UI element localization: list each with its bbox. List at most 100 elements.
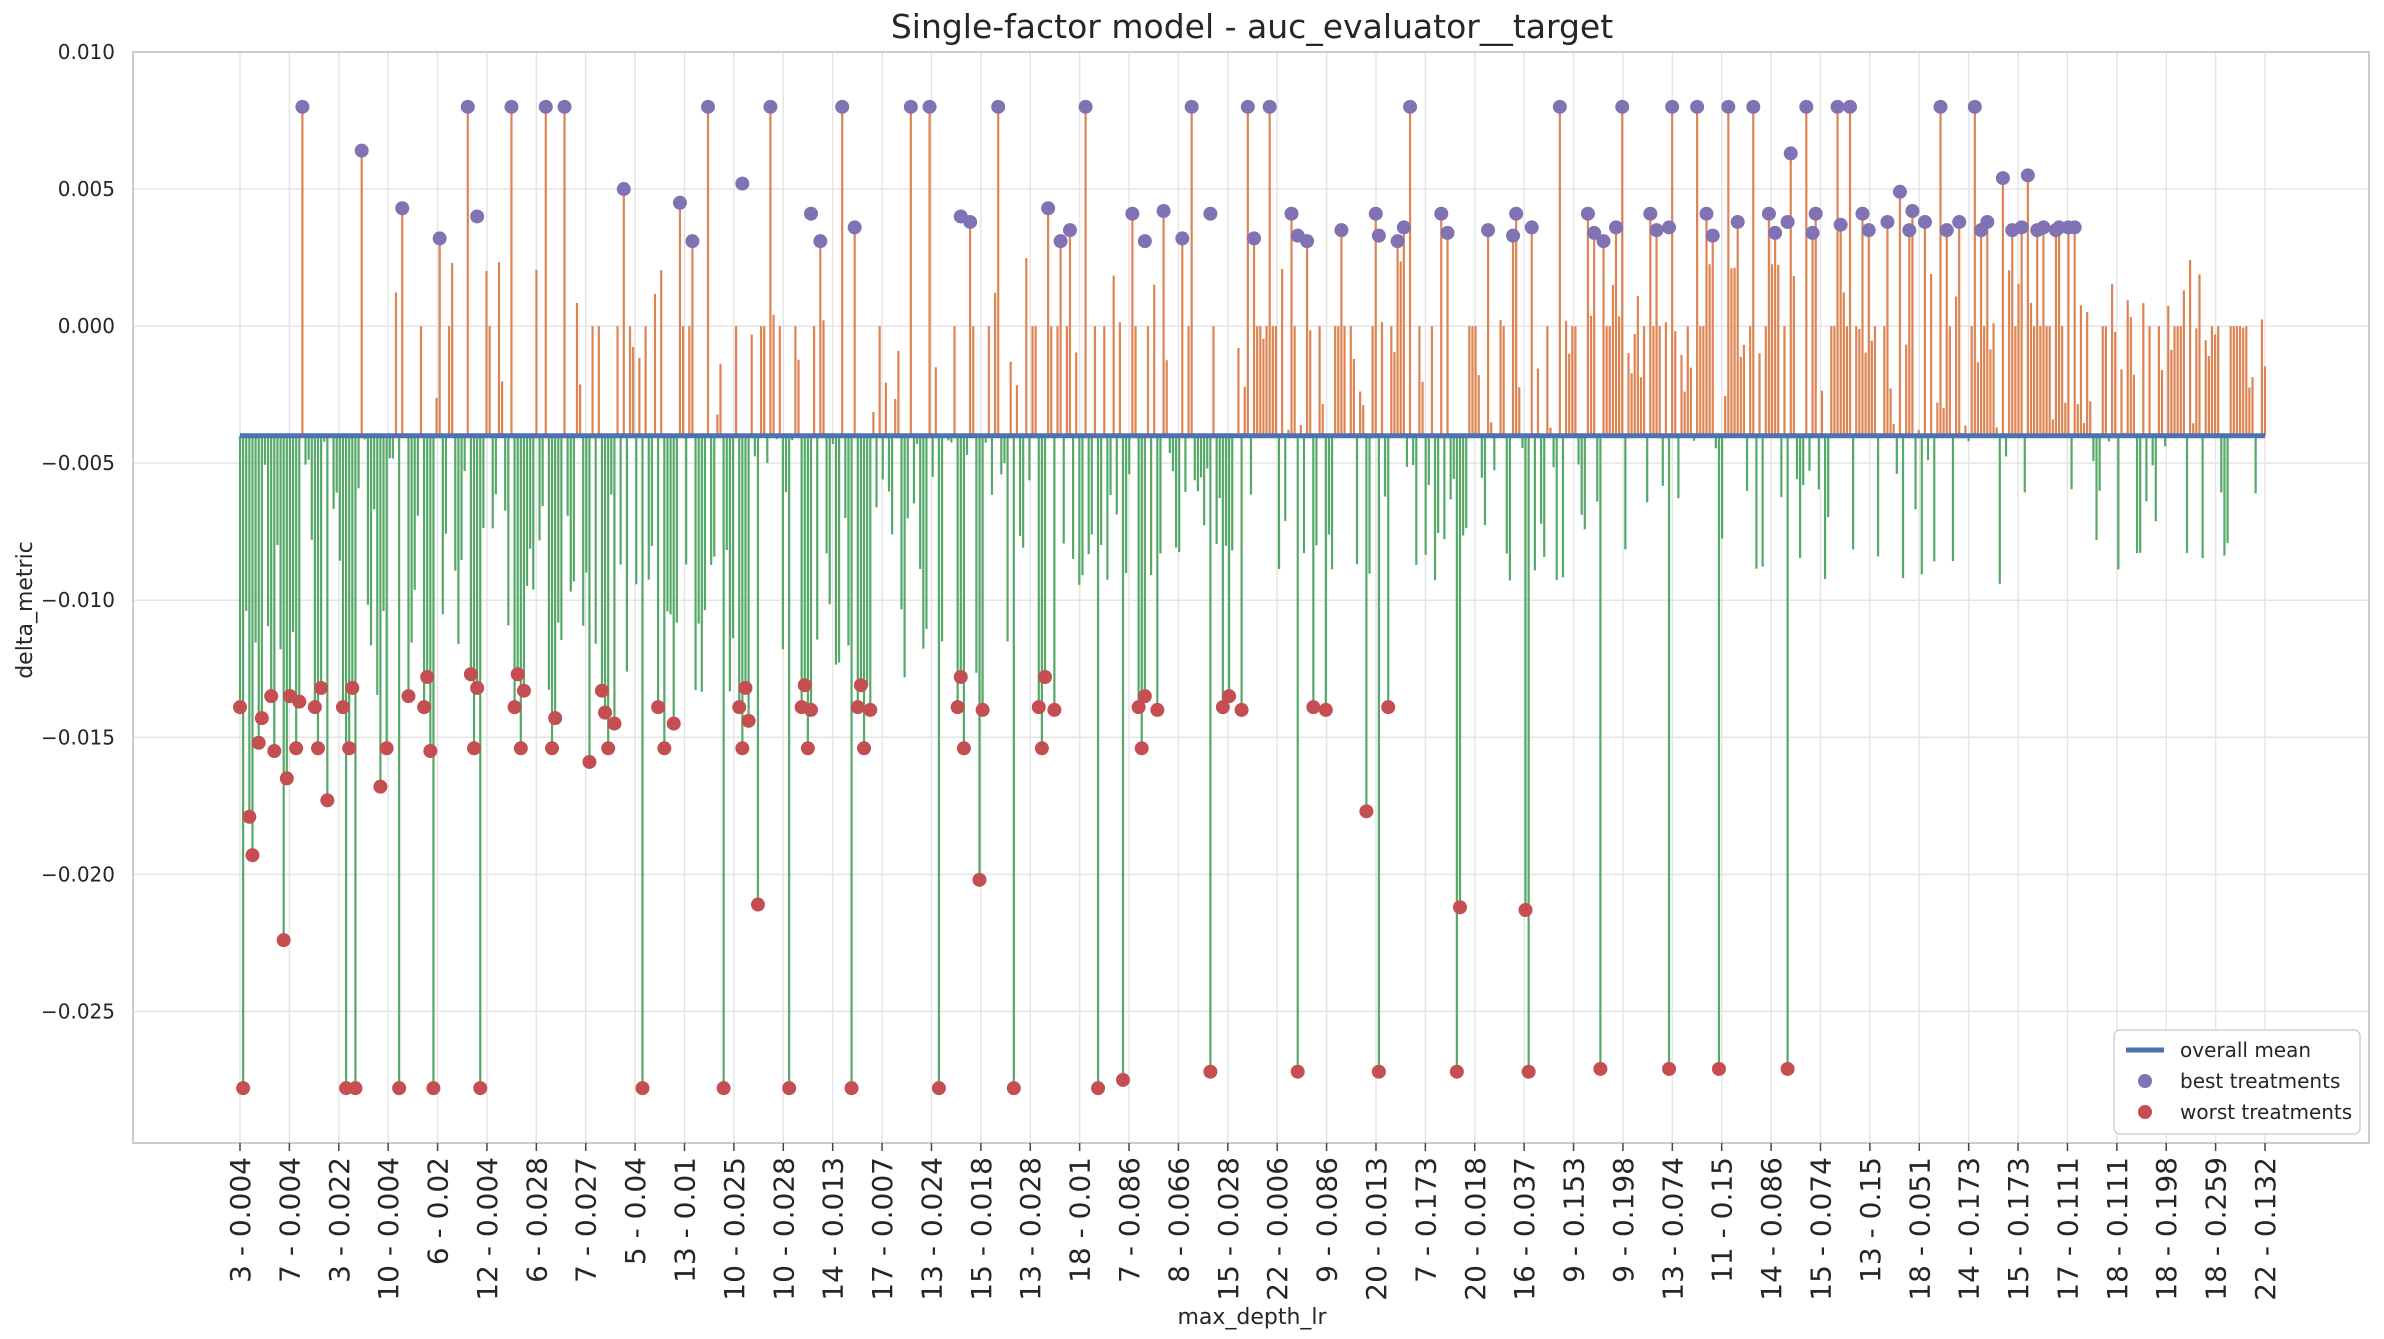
- worst-treatment-point: [975, 702, 990, 717]
- best-treatment-point: [672, 195, 687, 210]
- worst-treatment-point: [1234, 702, 1249, 717]
- worst-treatment-point: [651, 700, 666, 715]
- worst-treatment-point: [735, 741, 750, 756]
- worst-treatment-point: [242, 809, 257, 824]
- worst-treatment-point: [800, 741, 815, 756]
- worst-treatment-point: [1116, 1072, 1131, 1087]
- x-tick-label: 18 - 0.198: [2150, 1157, 2183, 1301]
- worst-treatment-point: [264, 689, 279, 704]
- x-tick-label: 14 - 0.013: [817, 1157, 850, 1301]
- x-tick-label: 15 - 0.028: [1212, 1157, 1245, 1301]
- x-tick-label: 15 - 0.173: [2002, 1157, 2035, 1301]
- best-treatment-point: [1662, 220, 1677, 235]
- worst-treatment-point: [1203, 1064, 1218, 1079]
- worst-treatment-point: [741, 713, 756, 728]
- best-treatment-point: [538, 99, 553, 114]
- below-mean-bars: [238, 435, 2260, 1089]
- best-treatment-point: [1368, 206, 1383, 221]
- worst-treatment-point: [392, 1081, 407, 1096]
- worst-treatment-point: [797, 678, 812, 693]
- best-treatment-point: [1596, 234, 1611, 249]
- worst-treatment-point: [545, 741, 560, 756]
- best-treatment-point: [1587, 225, 1602, 240]
- worst-treatment-point: [1359, 804, 1374, 819]
- worst-treatment-point: [311, 741, 326, 756]
- worst-treatment-point: [473, 1081, 488, 1096]
- worst-treatment-point: [931, 1081, 946, 1096]
- best-treatment-point: [2067, 220, 2082, 235]
- worst-treatment-point: [844, 1081, 859, 1096]
- best-treatment-point: [295, 99, 310, 114]
- x-axis-label: max_depth_lr: [1177, 1305, 1327, 1330]
- worst-treatment-point: [420, 669, 435, 684]
- best-treatment-point: [395, 201, 410, 216]
- worst-treatment-point: [750, 897, 765, 912]
- best-treatment-point: [1783, 146, 1798, 161]
- worst-treatment-point: [1006, 1081, 1021, 1096]
- worst-treatment-point: [850, 700, 865, 715]
- best-treatment-point: [1481, 223, 1496, 238]
- worst-treatment-point: [601, 741, 616, 756]
- worst-treatment-point: [607, 716, 622, 731]
- worst-treatment-point: [666, 716, 681, 731]
- worst-treatment-point: [516, 683, 531, 698]
- worst-treatment-point: [1047, 702, 1062, 717]
- best-treatment-point: [1247, 231, 1262, 246]
- worst-treatment-point: [1137, 689, 1152, 704]
- y-axis-label: delta_metric: [13, 541, 38, 679]
- best-treatment-point: [903, 99, 918, 114]
- best-treatment-point: [685, 234, 700, 249]
- worst-treatment-point: [1031, 700, 1046, 715]
- worst-treatment-point: [1290, 1064, 1305, 1079]
- best-treatment-point: [1403, 99, 1418, 114]
- x-tick-label: 7 - 0.086: [1113, 1157, 1146, 1283]
- best-treatment-point: [1780, 214, 1795, 229]
- worst-treatment-point: [345, 680, 360, 695]
- best-treatment-point: [1552, 99, 1567, 114]
- best-treatment-point: [1334, 223, 1349, 238]
- worst-treatment-point: [863, 702, 878, 717]
- legend: overall mean best treatments worst treatme…: [2113, 1029, 2361, 1135]
- y-tick-label: −0.025: [41, 999, 115, 1023]
- x-tick-labels: 3 - 0.004 7 - 0.004 3 - 0.022 10 - 0.004 6 -…: [224, 1143, 2282, 1301]
- plot-frame: [132, 51, 2370, 1144]
- worst-treatment-point: [1318, 702, 1333, 717]
- x-tick-label: 20 - 0.018: [1459, 1157, 1492, 1301]
- best-treatment-point: [1262, 99, 1277, 114]
- x-tick-label: 17 - 0.111: [2051, 1157, 2084, 1301]
- worst-treatment-point: [716, 1081, 731, 1096]
- x-tick-label: 18 - 0.259: [2200, 1157, 2233, 1301]
- best-treatment-point: [1699, 206, 1714, 221]
- worst-treatment-point: [738, 680, 753, 695]
- worst-treatment-point: [463, 667, 478, 682]
- worst-treatment-point: [1131, 700, 1146, 715]
- y-tick-label: 0.005: [58, 177, 115, 201]
- legend-box: [2113, 1029, 2361, 1135]
- best-treatment-point: [1396, 220, 1411, 235]
- x-tick-label: 9 - 0.153: [1558, 1157, 1591, 1283]
- x-tick-label: 20 - 0.013: [1360, 1157, 1393, 1301]
- best-treatment-point: [1761, 206, 1776, 221]
- x-tick-label: 11 - 0.15: [1706, 1157, 1739, 1283]
- worst-treatment-point: [510, 667, 525, 682]
- worst-treatment-point: [307, 700, 322, 715]
- best-treatment-point: [1203, 206, 1218, 221]
- x-tick-label: 13 - 0.028: [1014, 1157, 1047, 1301]
- x-tick-label: 3 - 0.004: [224, 1157, 257, 1283]
- best-treatment-point: [504, 99, 519, 114]
- x-tick-label: 5 - 0.04: [619, 1157, 652, 1265]
- best-treatment-point: [1284, 206, 1299, 221]
- x-tick-label: 13 - 0.15: [1854, 1157, 1887, 1283]
- best-treatment-point: [1509, 206, 1524, 221]
- x-tick-label: 13 - 0.074: [1656, 1157, 1689, 1301]
- worst-treatment-point: [373, 779, 388, 794]
- best-treatment-point: [354, 143, 369, 158]
- x-tick-label: 7 - 0.004: [273, 1157, 306, 1283]
- legend-dot-swatch: [2138, 1074, 2152, 1088]
- best-treatment-point: [1609, 220, 1624, 235]
- worst-treatment-point: [1593, 1061, 1608, 1076]
- worst-treatment-point: [348, 1081, 363, 1096]
- best-treatment-point: [1705, 228, 1720, 243]
- x-tick-label: 14 - 0.086: [1755, 1157, 1788, 1301]
- worst-treatment-point: [507, 700, 522, 715]
